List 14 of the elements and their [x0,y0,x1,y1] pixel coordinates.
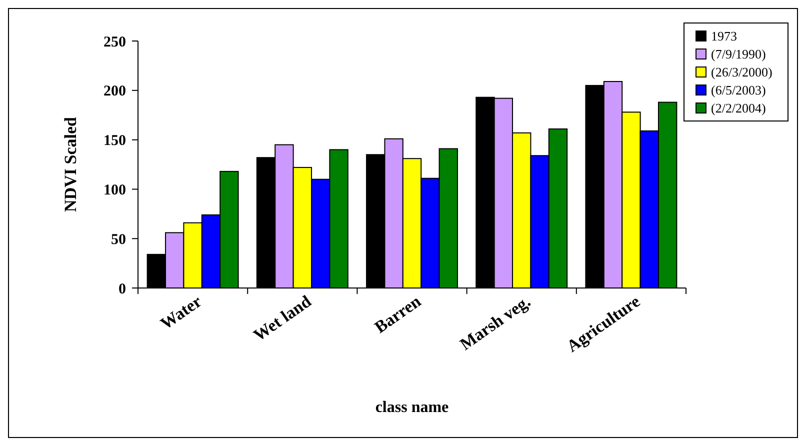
y-tick-label: 0 [118,281,126,298]
legend-label: 1973 [711,28,737,44]
y-tick-label: 250 [104,34,126,50]
legend-label: (2/2/2004) [711,100,766,116]
y-axis-title: NDVI Scaled [61,116,80,212]
x-tick-label: Wet land [250,291,316,345]
y-tick-label: 200 [104,84,126,100]
y-tick-label: 50 [111,232,126,248]
y-tick-label: 100 [104,182,126,198]
legend-label: (26/3/2000) [711,64,772,80]
y-tick-label: 150 [104,133,126,150]
legend-label: (6/5/2003) [711,82,766,98]
legend-label: (7/9/1990) [711,46,766,62]
x-axis-title: class name [375,399,449,416]
